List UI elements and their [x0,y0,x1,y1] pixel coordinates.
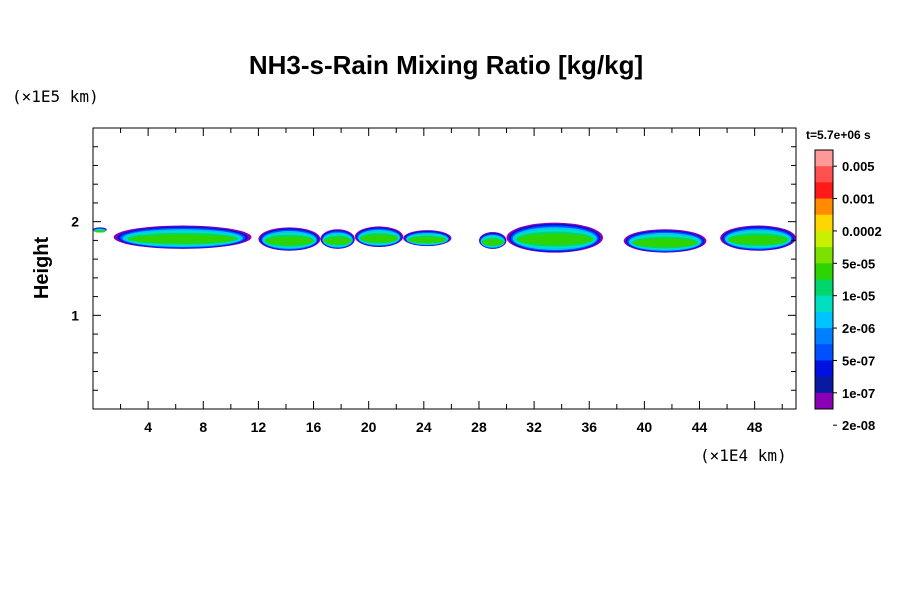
colorbar: 0.005 0.001 0.0002 5e-05 1e-05 2e-06 5e-07 1e-0… [814,149,882,433]
colorbar-label: 5e-07 [842,353,875,368]
colorbar-swatch [815,198,833,216]
colorbar-swatch [815,214,833,232]
x-tick-label: 8 [199,419,207,435]
cloud-contour [265,236,314,246]
colorbar-swatch [815,344,833,361]
colorbar-frame [814,149,834,410]
x-tick-label: 44 [692,419,708,435]
colorbar-swatch [815,295,833,313]
colorbar-swatch [815,247,833,264]
x-tick-label: 32 [526,419,542,435]
chart-title: NH3-s-Rain Mixing Ratio [kg/kg] [249,50,643,80]
colorbar-swatch [815,263,833,280]
colorbar-label: 0.001 [842,192,875,207]
colorbar-label: 0.005 [842,159,875,174]
cloud-contour [94,230,106,233]
colorbar-swatch [815,166,833,183]
y-axis: 12 [71,146,796,391]
plot-frame [92,127,797,410]
x-tick-label: 28 [471,419,487,435]
colorbar-label: 0.0002 [842,224,882,239]
x-tick-label: 4 [144,419,152,435]
x-tick-label: 24 [416,419,432,435]
colorbar-swatch [815,311,833,329]
y-tick-label: 2 [71,214,79,230]
colorbar-swatch [815,279,833,297]
cloud-contour [408,237,446,243]
cloud-contour [129,234,236,244]
y-axis-label: Height [31,237,53,300]
y-multiplier-label: (×1E5 km) [12,87,99,106]
colorbar-swatch [815,230,833,248]
cloud-contour [517,234,592,245]
colorbar-label: 2e-06 [842,321,875,336]
cloud-contour [482,239,504,246]
colorbar-label: 2e-08 [842,418,875,433]
y-tick-label: 1 [71,307,79,323]
colorbar-swatch [815,360,833,378]
colorbar-swatch [815,150,833,167]
x-tick-label: 40 [637,419,653,435]
cloud-contour [324,237,351,245]
x-multiplier-label: (×1E4 km) [700,446,787,465]
x-tick-label: 20 [361,419,377,435]
colorbar-label: 1e-07 [842,386,875,401]
colorbar-label: 5e-05 [842,256,875,271]
x-tick-label: 36 [581,419,597,435]
x-tick-label: 16 [306,419,322,435]
colorbar-swatch [815,392,833,410]
colorbar-swatch [815,328,833,345]
time-label: t=5.7e+06 s [806,128,871,142]
cloud-contour [728,235,788,245]
x-axis: 4 8 12 16 20 24 28 32 36 40 44 48 [120,128,783,435]
x-tick-label: 12 [251,419,267,435]
cloud-layer [93,222,796,253]
cloud-contour [633,238,697,247]
x-tick-label: 48 [747,419,763,435]
colorbar-swatch [815,182,833,200]
colorbar-label: 1e-05 [842,289,875,304]
cloud-contour [360,234,398,243]
colorbar-swatch [815,376,833,394]
